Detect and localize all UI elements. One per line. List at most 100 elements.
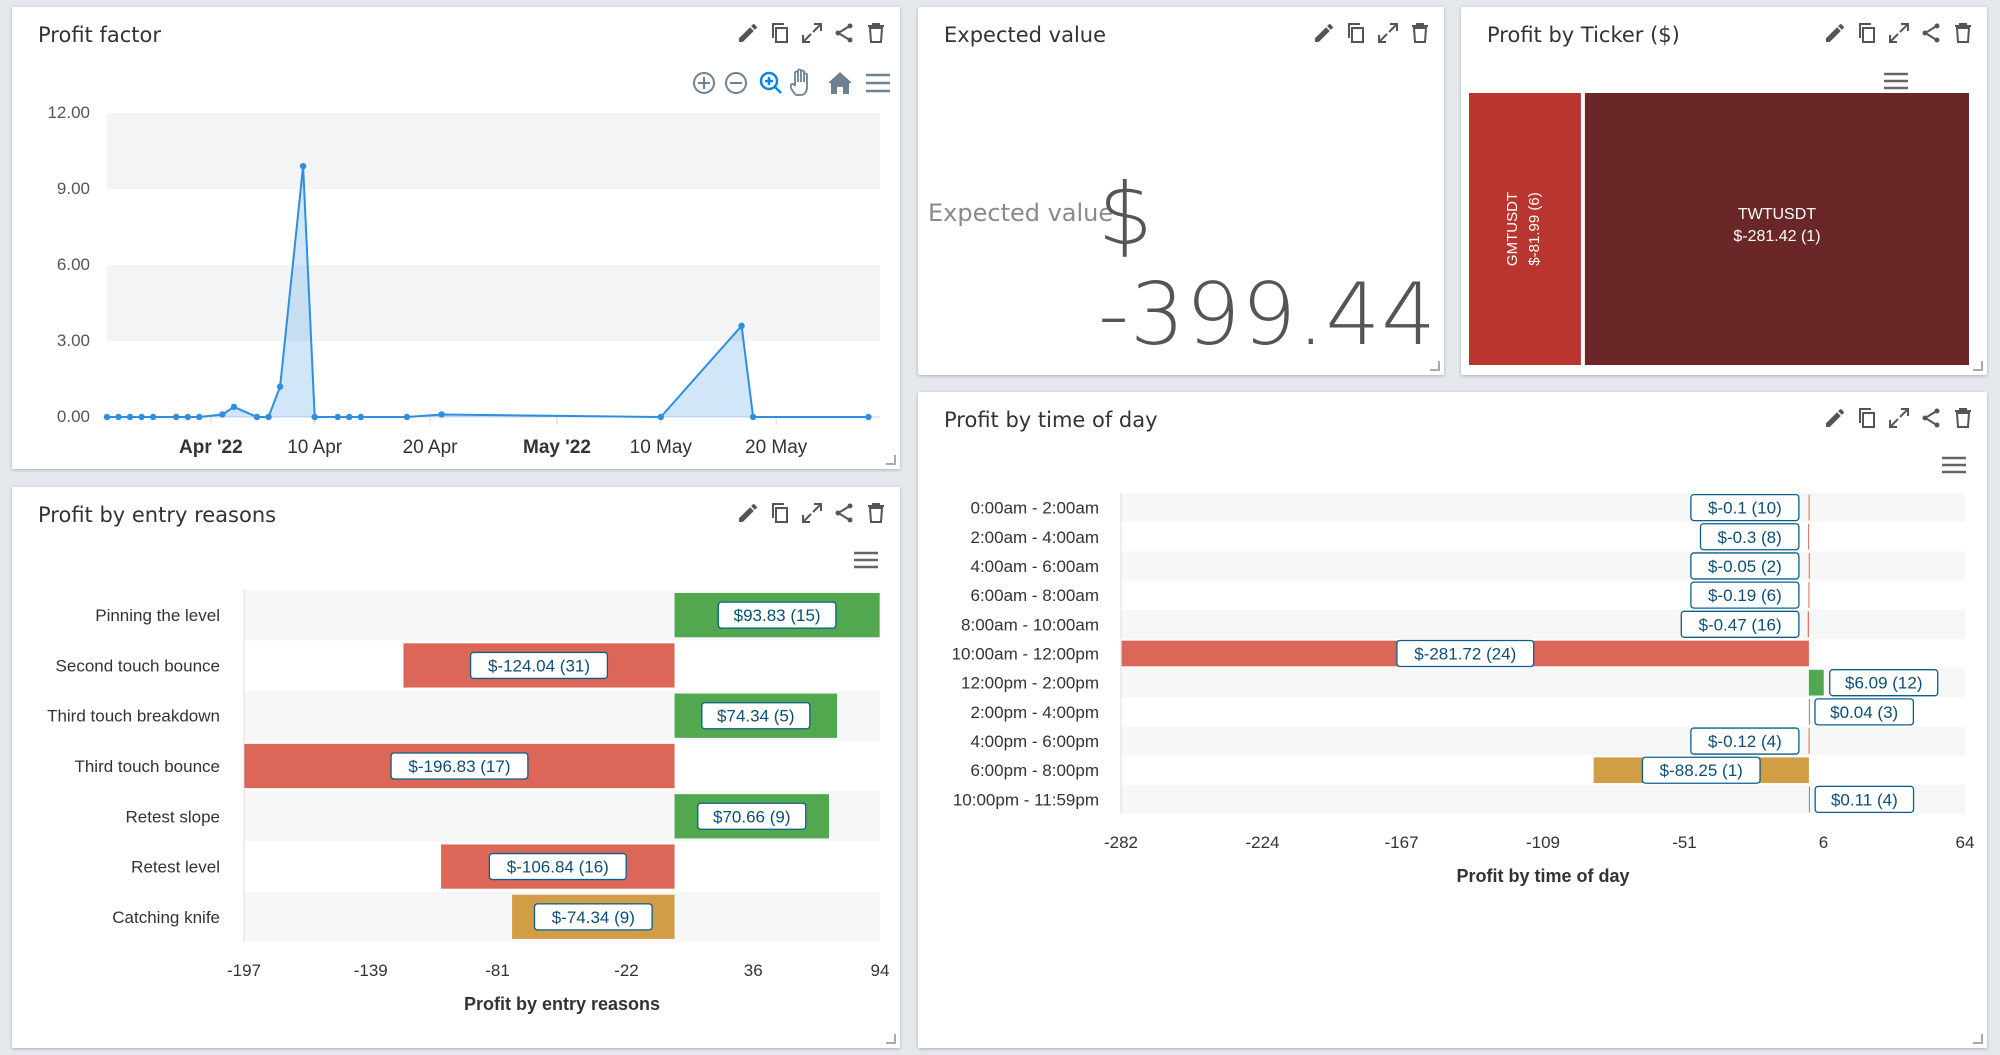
data-label: $-0.12 (4) (1708, 732, 1782, 751)
data-point[interactable] (299, 163, 307, 170)
grid-band (107, 113, 880, 189)
bar[interactable] (1808, 494, 1810, 521)
data-point[interactable] (173, 413, 180, 421)
edit-icon[interactable] (736, 21, 760, 45)
treemap-cell[interactable]: GMTUSDT $-81.99 (6) (1469, 93, 1581, 365)
x-tick-label: May '22 (523, 437, 591, 458)
y-tick-label: 9.00 (57, 179, 90, 198)
category-label: 2:00pm - 4:00pm (970, 703, 1099, 722)
data-label-box (469, 651, 609, 680)
bar[interactable] (1808, 699, 1810, 725)
chart-zoom-toolbar (693, 68, 890, 96)
duplicate-icon[interactable] (1344, 21, 1368, 45)
bar[interactable] (1808, 582, 1810, 608)
pan-hand-icon[interactable] (789, 68, 808, 96)
profit-by-entry-panel: Profit by entry reasons -197 -139 -81 -22 36… (12, 487, 900, 1048)
profit-factor-panel: Profit factor 12.00 9.00 6.00 3.00 0.00 Apr '… (12, 7, 900, 469)
expand-icon[interactable] (1887, 21, 1911, 45)
category-label: Retest slope (126, 807, 221, 826)
x-tick-label: -22 (614, 961, 639, 980)
data-point[interactable] (657, 413, 664, 421)
data-label: $0.11 (4) (1831, 790, 1898, 809)
zoom-out-icon[interactable] (725, 72, 747, 94)
resize-handle[interactable] (1430, 361, 1440, 371)
share-icon[interactable] (832, 21, 856, 45)
resize-handle[interactable] (886, 1034, 896, 1044)
data-label-box (1699, 523, 1800, 551)
data-label-box (1396, 639, 1535, 668)
bar[interactable] (1808, 786, 1810, 813)
profit-by-ticker-treemap: GMTUSDT $-81.99 (6) TWTUSDT $-281.42 (1) (1469, 93, 1969, 365)
data-point[interactable] (253, 413, 261, 421)
chart-menu-icon[interactable] (1882, 70, 1910, 92)
category-label: Catching knife (112, 908, 220, 927)
expected-value-label: Expected value (928, 199, 1114, 227)
data-label: $-196.83 (17) (408, 757, 510, 776)
profit-by-entry-chart: -197 -139 -81 -22 36 94 Profit by entry reason… (47, 590, 889, 1014)
resize-handle[interactable] (1973, 1034, 1983, 1044)
duplicate-icon[interactable] (1855, 21, 1879, 45)
zoom-in-icon[interactable] (693, 72, 715, 94)
data-point[interactable] (138, 413, 145, 421)
data-label: $-0.47 (16) (1698, 615, 1781, 634)
treemap-rect[interactable] (1469, 93, 1581, 365)
x-axis-title: Profit by time of day (1456, 866, 1629, 886)
data-point[interactable] (184, 413, 191, 421)
x-tick-label: 6 (1819, 833, 1828, 852)
profit-factor-title: Profit factor (38, 23, 161, 47)
treemap-cell[interactable]: TWTUSDT $-281.42 (1) (1584, 93, 1969, 365)
expected-value-panel: Expected value Expected value $ -399.44 (918, 7, 1444, 375)
data-point[interactable] (276, 383, 284, 390)
x-tick-label: -167 (1385, 833, 1419, 852)
delete-icon[interactable] (864, 21, 888, 45)
data-point[interactable] (149, 413, 157, 421)
duplicate-icon[interactable] (768, 21, 792, 45)
edit-icon[interactable] (1312, 21, 1336, 45)
bar[interactable] (1808, 728, 1810, 754)
data-point[interactable] (196, 413, 203, 421)
bar[interactable] (1808, 523, 1810, 550)
data-label: $-0.1 (10) (1708, 499, 1782, 518)
treemap-rect[interactable] (1584, 93, 1969, 365)
magnify-icon[interactable] (759, 71, 782, 94)
y-tick-label: 6.00 (57, 255, 90, 274)
bar[interactable] (1807, 611, 1809, 638)
menu-icon[interactable] (866, 73, 890, 93)
data-point[interactable] (346, 413, 353, 421)
profit-by-ticker-title: Profit by Ticker ($) (1487, 23, 1680, 47)
profit-by-entry-title: Profit by entry reasons (38, 503, 277, 527)
data-point[interactable] (749, 413, 757, 421)
data-label-box (697, 802, 807, 830)
data-point[interactable] (230, 403, 238, 411)
category-label: 4:00am - 6:00am (970, 557, 1099, 576)
data-point[interactable] (265, 413, 272, 421)
data-point[interactable] (438, 411, 445, 418)
data-point[interactable] (219, 411, 226, 418)
expand-icon[interactable] (1376, 21, 1400, 45)
data-label-box (1690, 581, 1800, 609)
delete-icon[interactable] (1951, 21, 1975, 45)
data-point[interactable] (865, 413, 872, 421)
data-point[interactable] (311, 413, 318, 421)
data-label: $-106.84 (16) (507, 858, 609, 877)
edit-icon[interactable] (1823, 21, 1847, 45)
bar[interactable] (1808, 553, 1810, 579)
delete-icon[interactable] (1408, 21, 1432, 45)
row-band (1121, 726, 1965, 756)
resize-handle[interactable] (1973, 361, 1983, 371)
category-label: Pinning the level (95, 606, 220, 625)
data-point[interactable] (357, 413, 365, 421)
share-icon[interactable] (1919, 21, 1943, 45)
expand-icon[interactable] (800, 21, 824, 45)
data-point[interactable] (738, 322, 745, 329)
data-label: $93.83 (15) (734, 606, 821, 625)
data-point[interactable] (403, 413, 411, 421)
data-point[interactable] (115, 413, 122, 421)
data-point[interactable] (126, 413, 134, 421)
data-point[interactable] (334, 413, 341, 421)
bar[interactable] (1808, 669, 1824, 696)
data-point[interactable] (103, 413, 111, 421)
y-tick-label: 0.00 (57, 407, 90, 426)
home-icon[interactable] (828, 72, 852, 94)
resize-handle[interactable] (886, 455, 896, 465)
